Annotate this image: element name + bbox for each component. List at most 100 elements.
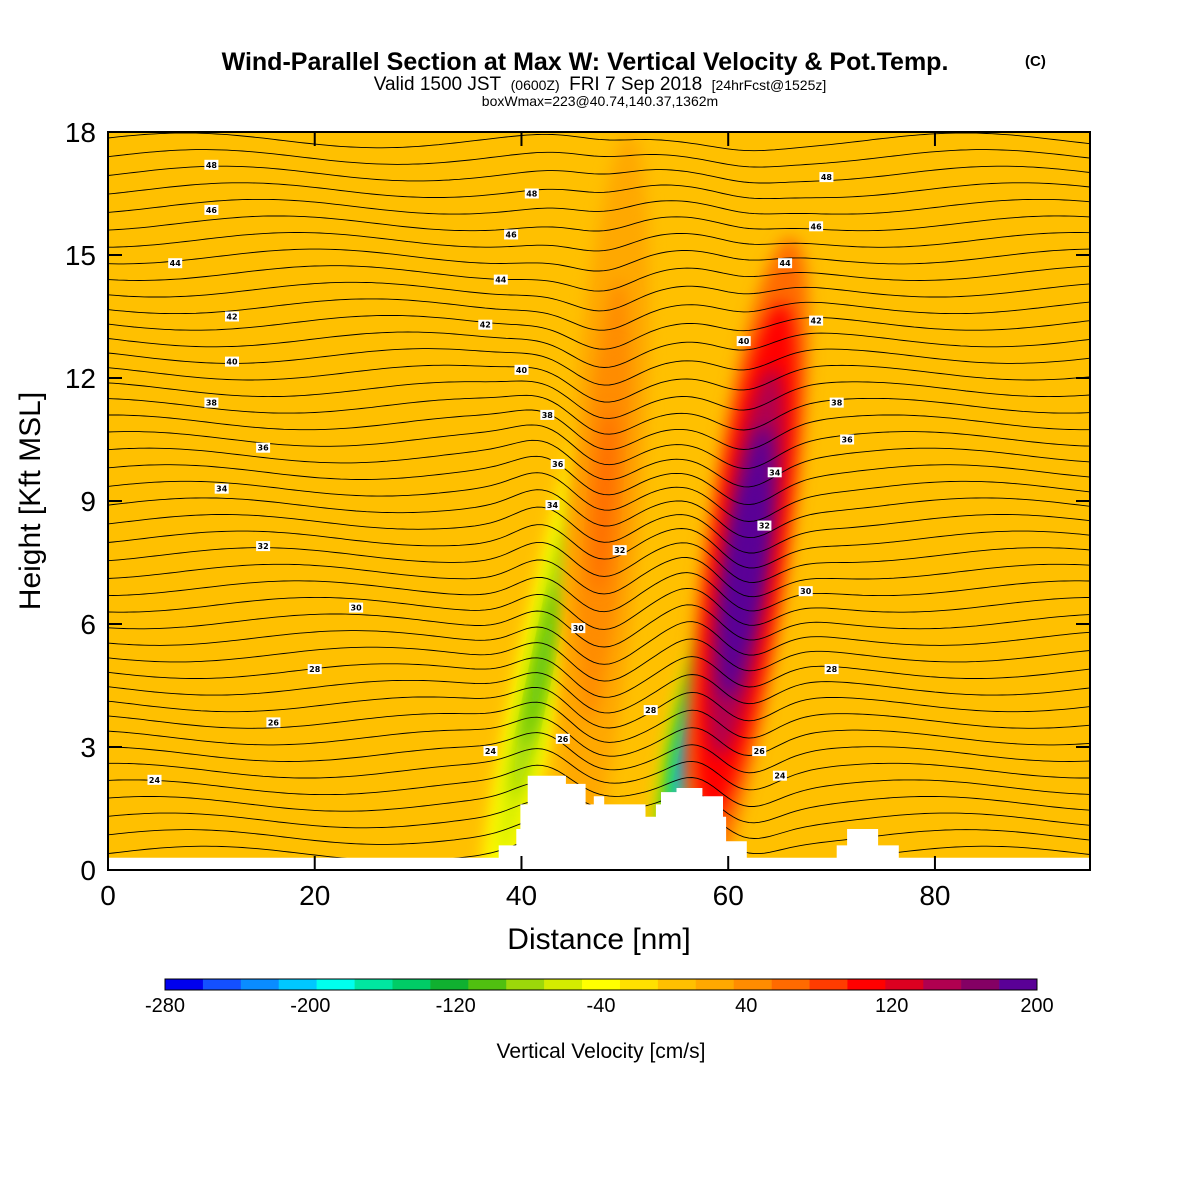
theta-contour-line (108, 215, 1090, 232)
y-tick-labels: 0 3 6 9 12 15 18 (65, 117, 96, 886)
colorbar-swatch (240, 979, 280, 990)
theta-contour-line (108, 587, 1090, 630)
colorbar-swatch (165, 979, 204, 990)
theta-label: 32 (256, 541, 271, 552)
theta-label-box (256, 442, 271, 453)
theta-label-box (225, 356, 239, 367)
theta-contour-line (108, 716, 1090, 757)
colorbar-swatch (506, 979, 545, 990)
theta-label-text: 46 (506, 231, 518, 240)
theta-contour-line (108, 182, 1090, 200)
theta-contour-line (108, 331, 1090, 368)
theta-label-box (555, 733, 570, 744)
colorbar-swatch (961, 979, 1000, 990)
theta-label-box (147, 774, 162, 785)
colorbar-swatch (733, 979, 772, 990)
plot-area: 48 48 48 46 46 46 44 44 44 42 42 42 40 40 40 38 38 38 36 36… (108, 132, 1090, 870)
theta-contour-line (108, 621, 1090, 665)
colorbar-label: Vertical Velocity [cm/s] (497, 1040, 706, 1063)
theta-contour-line (108, 732, 1090, 774)
theta-label-box (550, 459, 565, 470)
theta-label-text: 36 (842, 436, 854, 445)
theta-label-text: 46 (206, 206, 218, 215)
theta-contour-line (108, 364, 1090, 403)
colorbar-swatch (468, 979, 507, 990)
theta-label: 24 (147, 774, 162, 785)
theta-contour-line (108, 265, 1090, 292)
theta-label-box (493, 274, 508, 285)
x-tick-label: 20 (299, 880, 330, 911)
theta-label-text: 30 (573, 624, 585, 633)
colorbar-swatch (354, 979, 393, 990)
theta-label-box (752, 746, 767, 757)
theta-label: 46 (504, 229, 519, 240)
theta-label: 32 (757, 520, 772, 531)
theta-label: 44 (778, 258, 793, 269)
theta-label-text: 38 (542, 411, 554, 420)
theta-label-box (204, 204, 219, 215)
theta-contour-line (108, 165, 1090, 184)
theta-label: 38 (204, 397, 219, 408)
colorbar-swatch (999, 979, 1038, 990)
theta-label-text: 24 (774, 772, 786, 781)
theta-label-text: 34 (216, 485, 228, 494)
theta-label: 46 (204, 204, 219, 215)
theta-label-text: 48 (821, 173, 833, 182)
colorbar-tick-label: -120 (436, 995, 476, 1017)
x-tick-label: 80 (919, 880, 950, 911)
theta-label-box (256, 541, 271, 552)
updraft-core-2-band-4 (730, 481, 762, 644)
theta-label-box (736, 336, 751, 347)
theta-label-text: 28 (645, 706, 657, 715)
colorbar-swatch (923, 979, 962, 990)
theta-label: 26 (266, 717, 281, 728)
theta-label-text: 24 (149, 776, 161, 785)
colorbar-swatch (885, 979, 924, 990)
x-tick-labels: 0 20 40 60 80 (100, 880, 950, 911)
theta-contour-line (108, 557, 1090, 598)
theta-label: 36 (550, 459, 565, 470)
theta-label: 48 (524, 188, 539, 199)
theta-label-text: 26 (557, 735, 569, 744)
x-axis-label: Distance [nm] (507, 923, 690, 956)
theta-contour-labels: 48 48 48 46 46 46 44 44 44 42 42 42 40 40 40 38 38 38 36 36… (147, 159, 855, 785)
theta-label-box (514, 364, 529, 375)
theta-label: 46 (809, 221, 824, 232)
theta-label-box (571, 623, 586, 634)
colorbar-swatch (430, 979, 469, 990)
theta-label-text: 40 (226, 358, 238, 367)
theta-contour-line (108, 541, 1090, 583)
theta-contour-line (108, 506, 1090, 554)
theta-label-text: 28 (826, 665, 838, 674)
colorbar-swatch (809, 979, 848, 990)
theta-label: 26 (752, 746, 767, 757)
downdraft-core-1-band-4 (524, 584, 561, 746)
theta-contour-line (108, 672, 1090, 714)
theta-contour-line (108, 232, 1090, 252)
theta-label-text: 36 (552, 460, 564, 469)
theta-label-text: 28 (309, 665, 321, 674)
theta-label: 44 (493, 274, 508, 285)
chart-subtitle: Valid 1500 JST (0600Z) FRI 7 Sep 2018 [2… (374, 74, 827, 95)
theta-label-box (809, 315, 824, 326)
theta-label-box (829, 397, 844, 408)
theta-contour-line (108, 248, 1090, 272)
theta-contour-line (108, 472, 1090, 522)
theta-label: 32 (612, 545, 627, 556)
theta-label: 24 (483, 746, 498, 757)
theta-label-box (772, 770, 787, 781)
theta-contour-line (108, 604, 1090, 648)
theta-contour-line (108, 380, 1090, 419)
theta-label: 34 (214, 483, 229, 494)
theta-contour-line (108, 455, 1090, 506)
theta-label: 48 (819, 172, 834, 183)
theta-contour-line (108, 281, 1090, 312)
theta-label-box (504, 229, 519, 240)
colorbar-tick-label: -280 (145, 995, 185, 1017)
y-tick-label: 3 (80, 732, 96, 763)
theta-contour-line (108, 298, 1090, 331)
theta-contour-line (108, 424, 1090, 469)
theta-label-box (483, 746, 498, 757)
theta-label: 36 (256, 442, 271, 453)
